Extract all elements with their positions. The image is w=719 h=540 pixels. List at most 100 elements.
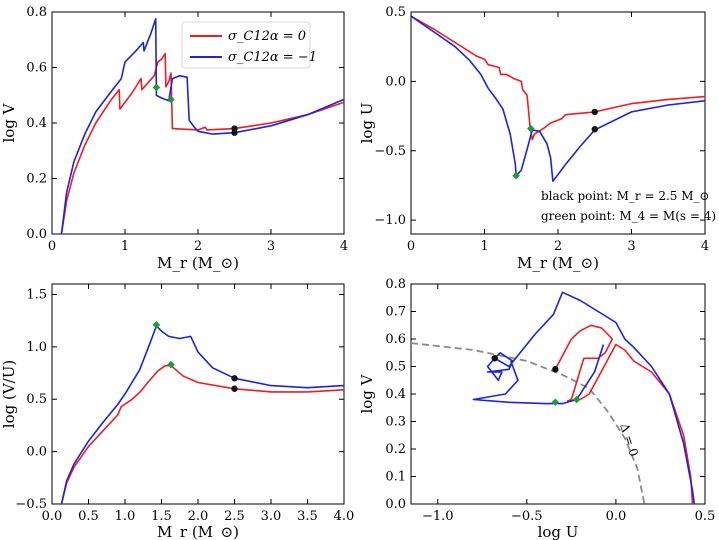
y-axis-label: log V (358, 373, 376, 413)
x-tick-label: −1.0 (422, 509, 454, 524)
x-tick-label: 1 (121, 239, 129, 254)
x-tick-label: 0.0 (42, 509, 63, 524)
x-tick-label: 3 (267, 239, 275, 254)
series-group (472, 291, 696, 505)
y-axis-label: log U (358, 103, 376, 144)
series-line-red (60, 364, 345, 505)
series-line-blue (60, 325, 345, 505)
x-tick-label: 2 (194, 239, 202, 254)
x-tick-label: 4.0 (334, 509, 355, 524)
green-point-marker (152, 321, 161, 329)
y-tick-label: 1.5 (26, 287, 47, 302)
marker-group (152, 83, 238, 136)
green-point-marker (512, 171, 520, 180)
x-tick-label: 0 (48, 239, 56, 254)
x-tick-label: −0.5 (511, 509, 543, 524)
y-tick-label: 0.2 (385, 442, 406, 457)
y-tick-label: −1.0 (374, 213, 406, 228)
marker-group (512, 108, 598, 180)
annotation-green-point: green point: M_4 = M(s = 4) (541, 209, 716, 223)
panel-bottom-left: 0.0 0.5 1.0 1.5 2.0 2.5 3.0 3.5 4.0−0.50.00.51.0… (0, 283, 354, 540)
y-tick-label: 0.3 (385, 415, 406, 430)
y-tick-label: −0.5 (374, 144, 406, 159)
legend-entry-0: σ_C12α = 0 (228, 29, 306, 44)
x-tick-label: 0.5 (78, 509, 99, 524)
legend-entry-1: σ_C12α = −1 (228, 50, 317, 65)
series-branch-blue (472, 344, 605, 405)
black-point-marker (231, 385, 238, 392)
x-tick-label: 1.0 (115, 509, 136, 524)
x-tick-label: 1 (480, 239, 488, 254)
annotation-black-point: black point: M_r = 2.5 M_⊙ (541, 189, 710, 203)
series-line-blue (486, 291, 696, 505)
legend: σ_C12α = 0 σ_C12α = −1 (181, 21, 317, 69)
panel-top-right: 0 1 2 3 4 −1.0 −0.5 0.0 0.5 M_r (M_⊙) log U blac… (358, 5, 716, 272)
y-tick-label: 0.0 (26, 445, 47, 460)
series-line-red (410, 15, 706, 141)
black-point-marker (231, 375, 238, 382)
x-axis-label: M_r (M_⊙) (157, 523, 239, 540)
panel-bottom-right: −1.0 −0.5 0.0 0.5 0.0 0.1 0.2 0.3 0.4 0.5 0.6 0.7 0.… (358, 277, 715, 540)
green-point-marker (572, 395, 581, 404)
y-tick-label: −0.5 (15, 497, 47, 512)
black-point-marker (591, 108, 598, 116)
plot-frame (51, 283, 345, 505)
y-tick-label: 0.8 (385, 277, 406, 292)
marker-group (491, 355, 581, 407)
y-tick-label: 0.2 (26, 172, 47, 187)
y-tick-label: 0.4 (385, 387, 406, 402)
series-group (60, 325, 345, 505)
series-group (60, 18, 345, 235)
y-tick-label: 0.0 (26, 227, 47, 242)
y-tick-label: 0.8 (26, 5, 47, 20)
y-axis-label: log (V/U) (0, 360, 18, 428)
series-group (410, 15, 706, 183)
black-point-marker (552, 366, 559, 373)
x-tick-label: 2 (554, 239, 562, 254)
green-point-marker (551, 398, 560, 407)
x-tick-label: 3 (627, 239, 635, 254)
green-point-marker (152, 83, 161, 92)
x-tick-label: 4 (701, 239, 709, 254)
green-point-marker (167, 95, 175, 104)
y-tick-label: 0.5 (385, 5, 406, 20)
tick-group: 0 1 2 3 4 −1.0 −0.5 0.0 0.5 (374, 5, 709, 254)
y-tick-label: 0.5 (26, 392, 47, 407)
marker-group (152, 321, 238, 392)
x-tick-label: 3.0 (261, 509, 282, 524)
green-point-marker (527, 124, 535, 133)
y-tick-label: 0.0 (385, 497, 406, 512)
tick-group: 0 1 2 3 4 0.0 0.2 0.4 0.6 0.8 (26, 5, 348, 254)
y-tick-label: 0.0 (385, 74, 406, 89)
plot-frame (410, 283, 706, 505)
series-line-red (554, 324, 694, 505)
green-point-marker (167, 360, 175, 369)
y-axis-label: log V (0, 102, 18, 142)
delta-zero-dashed-curve (410, 342, 646, 505)
x-tick-label: 0.5 (695, 509, 716, 524)
series-line-blue (60, 18, 345, 235)
x-tick-label: 2.5 (224, 509, 245, 524)
panel-top-left: 0 1 2 3 4 0.0 0.2 0.4 0.6 0.8 M_r (M_⊙) log V σ_C… (0, 5, 348, 272)
tick-group: −1.0 −0.5 0.0 0.5 0.0 0.1 0.2 0.3 0.4 0.5 0.6 0.7 0.… (385, 277, 715, 524)
delta-zero-curve-group (410, 342, 646, 505)
y-tick-label: 0.1 (385, 470, 406, 485)
y-tick-label: 0.7 (385, 305, 406, 320)
tick-group: 0.0 0.5 1.0 1.5 2.0 2.5 3.0 3.5 4.0−0.50.00.51.0… (15, 284, 354, 524)
x-axis-label: log U (538, 523, 579, 540)
series-line-blue (410, 15, 706, 183)
x-tick-label: 0 (407, 239, 415, 254)
y-tick-label: 0.6 (26, 61, 47, 76)
x-tick-label: 3.5 (297, 509, 318, 524)
black-point-marker (591, 126, 598, 133)
y-tick-label: 0.4 (26, 116, 47, 131)
x-tick-label: 0.0 (606, 509, 627, 524)
y-tick-label: 0.6 (385, 332, 406, 347)
x-tick-label: 1.5 (151, 509, 172, 524)
y-tick-label: 1.0 (26, 340, 47, 355)
x-tick-label: 4 (340, 239, 348, 254)
x-axis-label: M_r (M_⊙) (517, 254, 599, 272)
y-tick-label: 0.5 (385, 360, 406, 375)
x-tick-label: 2.0 (188, 509, 209, 524)
delta-zero-label: Δ = 0 (617, 422, 641, 459)
